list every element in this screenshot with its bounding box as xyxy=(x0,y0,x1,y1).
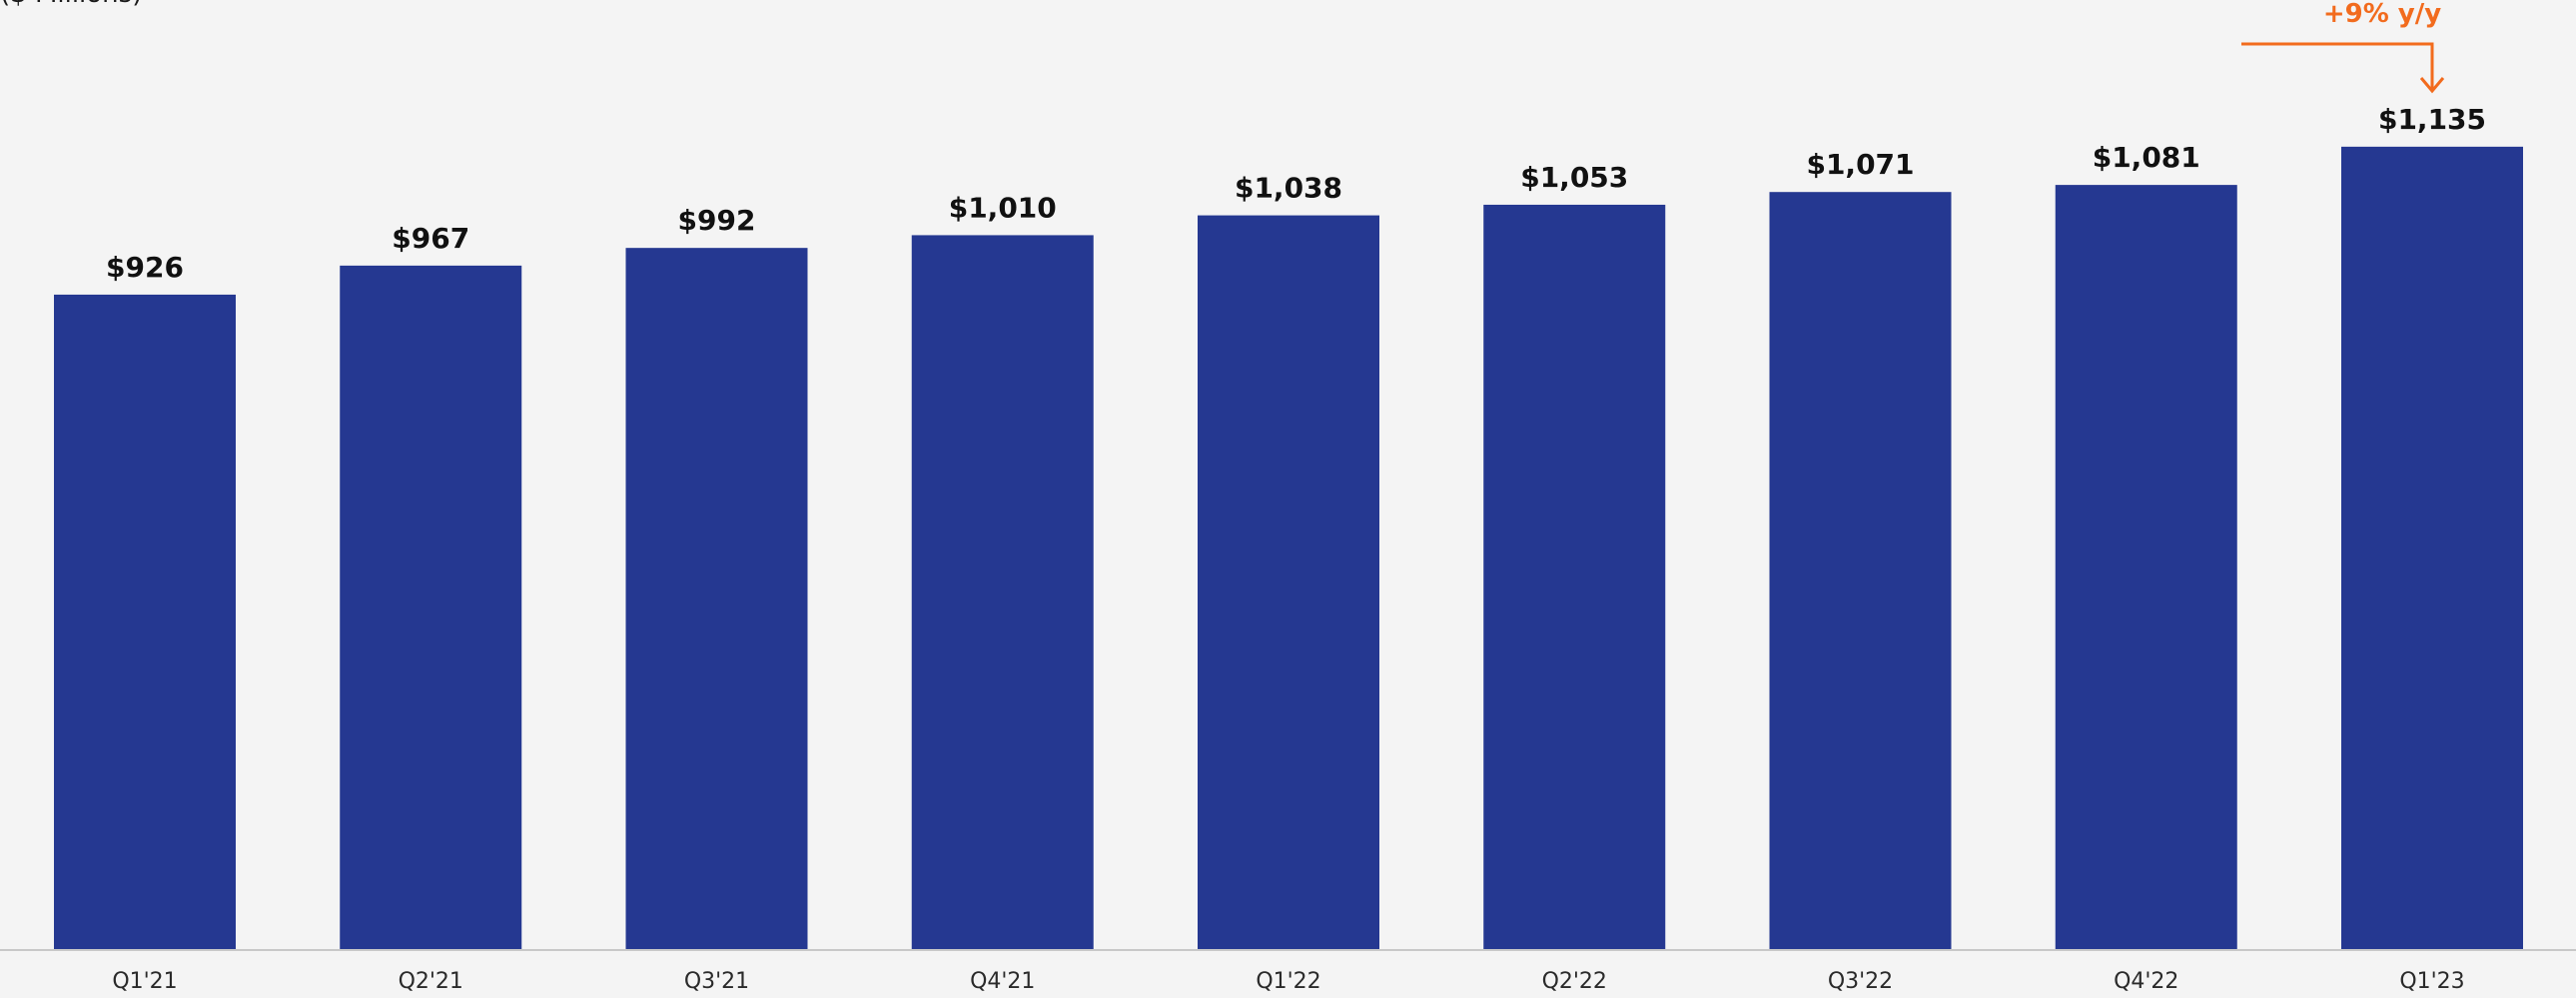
value-label-q4-22: $1,081 xyxy=(2093,141,2200,174)
bar-q4-21 xyxy=(911,235,1094,951)
bars-group xyxy=(54,146,2523,951)
x-tick-labels-group: Q1'21 Q2'21 Q3'21 Q4'21 Q1'22 Q2'22 Q3'22 Q4'22… xyxy=(112,969,2464,994)
value-label-q3-21: $992 xyxy=(678,204,756,237)
value-labels-group: $926 $967 $992 $1,010 $1,038 $1,053 $1,071 $1,0… xyxy=(106,103,2486,284)
growth-annotation-label: +9% y/y xyxy=(2323,0,2441,29)
x-tick-q3-22: Q3'22 xyxy=(1828,969,1893,994)
bar-q3-22 xyxy=(1769,192,1952,950)
bar-q1-23 xyxy=(2341,146,2523,951)
bar-q2-21 xyxy=(340,265,522,950)
value-label-q1-21: $926 xyxy=(106,251,184,284)
x-tick-q1-21: Q1'21 xyxy=(112,969,177,994)
growth-annotation-arrowhead xyxy=(2419,77,2445,94)
value-label-q1-22: $1,038 xyxy=(1235,172,1342,205)
value-label-q1-23: $1,135 xyxy=(2378,103,2486,136)
bar-q1-21 xyxy=(54,294,236,951)
x-tick-q4-22: Q4'22 xyxy=(2114,969,2178,994)
growth-annotation-bracket xyxy=(2241,42,2434,90)
value-label-q4-21: $1,010 xyxy=(949,191,1057,224)
bar-q1-22 xyxy=(1198,215,1379,950)
bar-q2-22 xyxy=(1483,204,1666,951)
x-tick-q3-21: Q3'21 xyxy=(684,969,749,994)
x-tick-q4-21: Q4'21 xyxy=(970,969,1035,994)
value-label-q2-21: $967 xyxy=(392,222,469,255)
value-label-q2-22: $1,053 xyxy=(1520,161,1628,194)
bar-q3-21 xyxy=(625,248,808,951)
bar-q4-22 xyxy=(2055,185,2237,950)
growth-annotation: +9% y/y xyxy=(2241,0,2445,94)
x-tick-q2-22: Q2'22 xyxy=(1542,969,1607,994)
x-tick-q1-23: Q1'23 xyxy=(2399,969,2464,994)
units-label: ($ Millions) xyxy=(0,0,142,9)
value-label-q3-22: $1,071 xyxy=(1806,148,1914,181)
x-tick-q2-21: Q2'21 xyxy=(399,969,463,994)
x-tick-q1-22: Q1'22 xyxy=(1256,969,1320,994)
